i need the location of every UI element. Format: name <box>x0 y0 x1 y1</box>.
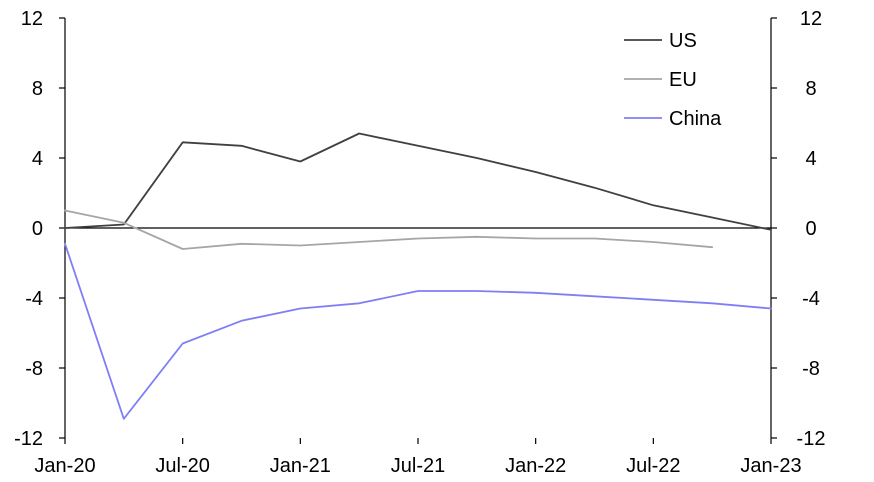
right-y-tick-label: -8 <box>802 358 820 380</box>
right-y-tick-label: 4 <box>805 148 816 170</box>
series-lines <box>64 132 772 420</box>
x-tick-label: Jan-23 <box>740 455 801 477</box>
x-tick-label: Jan-20 <box>34 455 95 477</box>
left-y-tick-label: 8 <box>32 78 43 100</box>
x-tick-label: Jan-22 <box>505 455 566 477</box>
legend: US EU China <box>624 30 722 130</box>
right-y-tick-label: -12 <box>797 428 826 450</box>
left-y-axis-ticks: 12 8 4 0 -4 -8 -12 <box>14 8 65 450</box>
right-y-tick-label: -4 <box>802 288 820 310</box>
legend-label-china: China <box>669 108 722 130</box>
x-axis-ticks: Jan-20 Jul-20 Jan-21 Jul-21 Jan-22 Jul-22 Jan-… <box>34 438 802 477</box>
x-tick-label: Jul-20 <box>155 455 209 477</box>
right-y-tick-label: 0 <box>805 218 816 240</box>
x-tick-label: Jan-21 <box>270 455 331 477</box>
right-y-tick-label: 12 <box>800 8 822 30</box>
left-y-tick-label: 4 <box>32 148 43 170</box>
left-y-tick-label: 12 <box>21 8 43 30</box>
legend-label-us: US <box>669 30 697 52</box>
left-y-tick-label: -12 <box>14 428 43 450</box>
series-line-us <box>64 132 772 231</box>
left-y-tick-label: -8 <box>25 358 43 380</box>
left-y-tick-label: 0 <box>32 218 43 240</box>
x-tick-label: Jul-21 <box>391 455 445 477</box>
axes <box>64 18 772 438</box>
right-y-axis-ticks: 12 8 4 0 -4 -8 -12 <box>771 8 825 450</box>
right-y-tick-label: 8 <box>805 78 816 100</box>
series-line-eu <box>64 209 714 250</box>
legend-label-eu: EU <box>669 69 697 91</box>
series-line-china <box>64 242 772 420</box>
left-y-tick-label: -4 <box>25 288 43 310</box>
x-tick-label: Jul-22 <box>626 455 680 477</box>
